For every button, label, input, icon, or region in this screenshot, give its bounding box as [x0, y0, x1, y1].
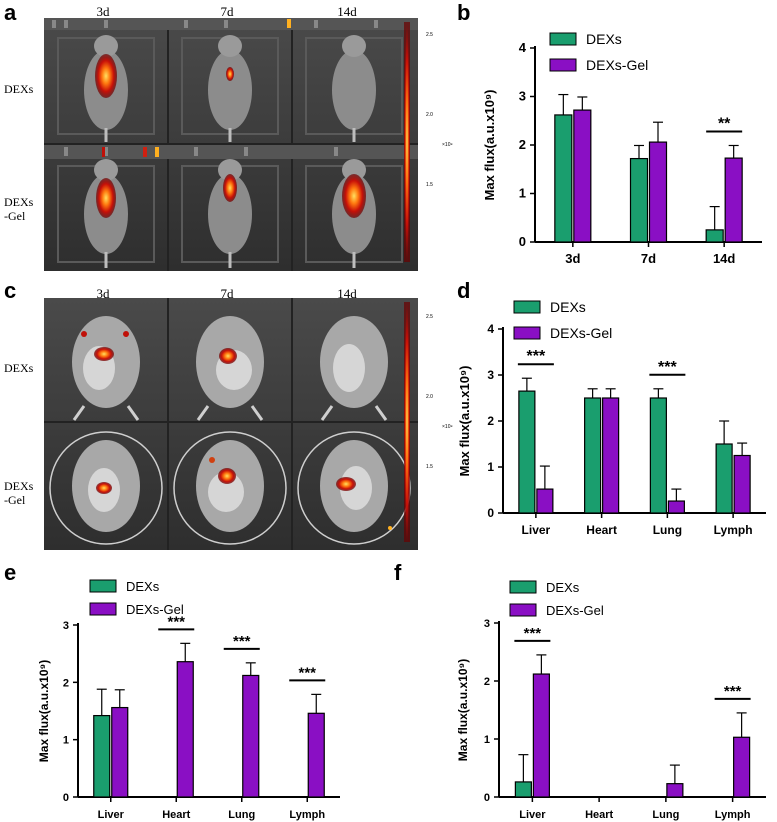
x-tick-label: 7d	[641, 251, 656, 266]
y-tick-label: 2	[63, 677, 69, 689]
row-label-dexs-gel: DEXs -Gel	[4, 479, 34, 507]
y-tick-label: 0	[487, 506, 494, 520]
x-tick-label: Lymph	[715, 809, 751, 821]
significance-label: ***	[524, 625, 542, 642]
legend-swatch-0	[549, 32, 577, 46]
y-tick-label: 0	[519, 234, 526, 249]
panel-label-e: e	[4, 560, 17, 585]
column-label-14d: 14d	[337, 4, 357, 19]
x-tick-label: Lung	[653, 523, 682, 537]
significance-label: ***	[527, 348, 546, 365]
legend-label: DEXs	[586, 31, 622, 47]
y-tick-label: 3	[519, 89, 526, 104]
scale-tick: 2.5	[426, 32, 433, 38]
scale-tick: 2.0	[426, 112, 433, 118]
y-tick-label: 1	[519, 186, 526, 201]
significance-label: ***	[298, 664, 316, 681]
panel-label-c: c	[4, 278, 17, 303]
row-label-dexs: DEXs	[4, 361, 34, 375]
y-tick-label: 3	[484, 618, 490, 630]
column-label-14d: 14d	[337, 286, 357, 301]
significance-label: ***	[233, 633, 251, 650]
significance-label: **	[718, 115, 731, 132]
panel-label-f: f	[394, 560, 402, 585]
significance-label: ***	[658, 359, 677, 376]
scale-tick: 2.0	[426, 394, 433, 400]
y-tick-label: 2	[519, 137, 526, 152]
legend-label: DEXs-Gel	[550, 325, 612, 341]
row-label-dexs-gel: DEXs -Gel	[4, 195, 34, 223]
legend-label: DEXs-Gel	[126, 602, 184, 617]
legend-swatch-1	[513, 326, 541, 340]
y-axis-label: Max flux(a.u.x10⁹)	[482, 90, 497, 201]
legend-label: DEXs-Gel	[586, 57, 648, 73]
y-tick-label: 1	[487, 460, 494, 474]
bar-dexs-gel-lung	[666, 783, 684, 798]
legend-label: DEXs	[126, 579, 160, 594]
y-tick-label: 4	[487, 322, 494, 336]
x-tick-label: 3d	[565, 251, 580, 266]
row-label-dexs: DEXs	[4, 82, 34, 96]
legend-swatch-1	[549, 58, 577, 72]
y-tick-label: 3	[63, 620, 69, 632]
legend-swatch-0	[89, 579, 117, 593]
ex-vivo-imaging-panel	[44, 298, 418, 550]
scale-tick: 2.5	[426, 314, 433, 320]
bar-dexs-gel-liver	[532, 673, 550, 798]
y-axis-label: Max flux(a.u.x10⁹)	[37, 660, 51, 762]
y-tick-label: 1	[484, 734, 490, 746]
ex-vivo-imaging-graphic	[44, 298, 418, 550]
panel-label-d: d	[457, 278, 471, 303]
x-tick-label: Lung	[652, 809, 679, 821]
scale-tick: 1.5	[426, 182, 433, 188]
y-tick-label: 3	[487, 368, 494, 382]
bar-dexs-liver	[514, 781, 532, 798]
x-tick-label: Heart	[585, 809, 613, 821]
significance-label: ***	[167, 613, 185, 630]
x-tick-label: Liver	[522, 523, 551, 537]
in-vivo-imaging-graphic	[44, 18, 418, 271]
legend-swatch-1	[509, 603, 537, 617]
x-tick-label: Heart	[162, 809, 190, 821]
legend-label: DEXs	[550, 299, 586, 315]
panel-label-b: b	[457, 0, 471, 25]
y-axis-label: Max flux(a.u.x10⁹)	[457, 366, 472, 477]
column-label-7d: 7d	[220, 286, 234, 301]
x-tick-label: Heart	[586, 523, 617, 537]
column-label-7d: 7d	[220, 4, 234, 19]
y-tick-label: 2	[487, 414, 494, 428]
column-label-3d: 3d	[96, 286, 110, 301]
column-label-3d: 3d	[96, 4, 110, 19]
x-tick-label: Liver	[519, 809, 546, 821]
x-tick-label: Liver	[98, 809, 125, 821]
legend-swatch-1	[89, 602, 117, 616]
scale-unit: ×10⁹	[442, 142, 453, 148]
y-tick-label: 2	[484, 676, 490, 688]
x-tick-label: Lymph	[289, 809, 325, 821]
y-tick-label: 0	[63, 792, 69, 804]
x-tick-label: Lymph	[714, 523, 753, 537]
legend-label: DEXs-Gel	[546, 603, 604, 618]
legend-swatch-0	[513, 300, 541, 314]
in-vivo-imaging-panel	[44, 18, 418, 271]
x-tick-label: Lung	[228, 809, 255, 821]
y-tick-label: 1	[63, 735, 69, 747]
bar-dexs-gel-lymph	[733, 736, 751, 798]
scale-unit: ×10⁹	[442, 424, 453, 430]
legend-swatch-0	[509, 580, 537, 594]
legend-label: DEXs	[546, 580, 580, 595]
y-axis-label: Max flux(a.u.x10⁹)	[456, 659, 470, 761]
significance-label: ***	[724, 683, 742, 700]
scale-tick: 1.5	[426, 464, 433, 470]
x-tick-label: 14d	[713, 251, 735, 266]
y-tick-label: 0	[484, 792, 490, 804]
panel-label-a: a	[4, 0, 17, 25]
y-tick-label: 4	[519, 40, 527, 55]
